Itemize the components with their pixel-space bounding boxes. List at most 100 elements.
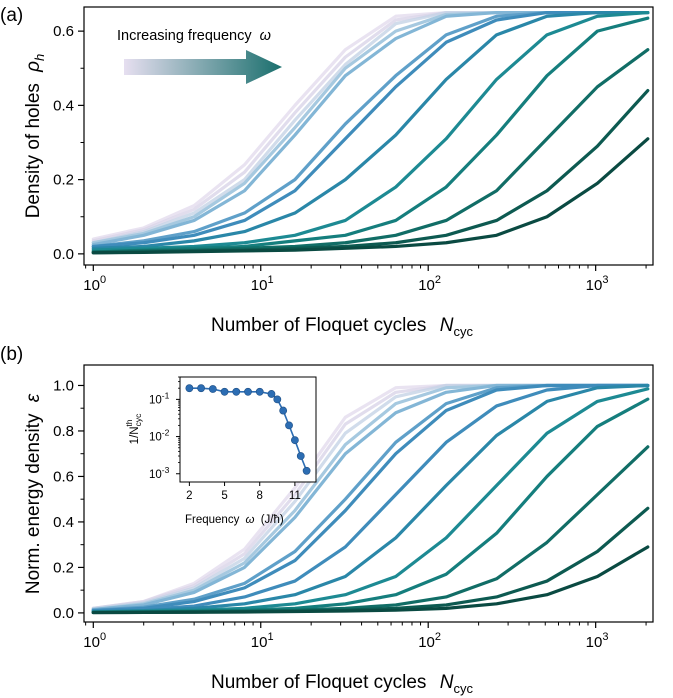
- panel-a-x-tick-label: 101: [251, 274, 274, 294]
- inset-data-point: [244, 387, 252, 396]
- panel-a-xlabel-text: Number of Floquet cycles: [211, 315, 426, 336]
- panel-b-x-tick-label: 100: [83, 631, 106, 651]
- panel-a-xlabel-symbol: N: [440, 315, 454, 336]
- inset-y-tick-label: 10-3: [149, 465, 170, 481]
- increasing-frequency-arrow-icon: [124, 50, 282, 84]
- panel-b-y-tick-label: 0.0: [53, 605, 74, 622]
- inset-data-point: [285, 421, 293, 430]
- inset-y-tick-label: 10-1: [149, 390, 170, 406]
- inset-ylabel-sub: cyc: [133, 413, 143, 427]
- panel-a-y-tick-label: 0.0: [53, 246, 74, 263]
- panel-b-series-line-11: [91, 397, 650, 614]
- panel-a-series-group: [91, 10, 650, 255]
- panel-b-series-line-5: [91, 383, 650, 612]
- panel-a-y-tick-label: 0.2: [53, 172, 74, 189]
- panel-a-y-tick-label: 0.6: [53, 23, 74, 40]
- panel-b-label: (b): [0, 344, 23, 365]
- panel-b-series-line-4: [91, 383, 650, 612]
- panel-a-ylabel-symbol: ρ: [23, 61, 44, 73]
- panel-b-xlabel-symbol: N: [440, 672, 454, 693]
- inset-xlabel-text: Frequency: [185, 514, 240, 526]
- panel-b-series-line-7: [91, 383, 650, 613]
- panel-b-ylabel-text: Norm. energy density: [23, 413, 44, 594]
- panel-a-series-line-13: [91, 137, 650, 255]
- panel-a-series-line-10: [91, 16, 650, 254]
- inset-data-point: [302, 466, 311, 475]
- panel-a-x-axis-label: Number of Floquet cycles Ncyc: [211, 315, 473, 339]
- panel-b-y-tick-label: 0.6: [53, 468, 74, 485]
- frequency-annotation: Increasing frequency ω: [117, 28, 271, 44]
- inset-x-axis-label: Frequency ω (J/ħ): [185, 514, 284, 526]
- inset-ylabel-sup: th: [124, 419, 134, 426]
- panel-b-x-axis-label: Number of Floquet cycles Ncyc: [211, 672, 473, 696]
- panel-b-x-tick-label: 102: [418, 631, 441, 651]
- panel-a-label: (a): [0, 5, 23, 26]
- inset-x-tick-label: 8: [257, 490, 263, 502]
- panel-a-series-line-7: [91, 10, 650, 249]
- panel-a-ylabel-sub: h: [32, 54, 47, 61]
- inset-x-tick-label: 11: [289, 490, 301, 502]
- inset-x-tick-label: 5: [221, 490, 227, 502]
- inset-xlabel-unit: (J/ħ): [261, 514, 284, 526]
- panel-b-frame: [83, 364, 654, 623]
- inset-ylabel-text: 1/N: [129, 426, 141, 444]
- panel-b-series-line-6: [91, 383, 650, 612]
- panel-a-x-tick-label: 100: [83, 274, 106, 294]
- frequency-annotation-symbol: ω: [260, 28, 271, 44]
- frequency-annotation-text: Increasing frequency: [117, 28, 252, 44]
- panel-b-chart: 100 101 102 103 0.0 0.2 0.4 0.6 0.8 1.0: [53, 364, 654, 651]
- panel-b-y-axis-label: Norm. energy density ε: [23, 393, 44, 594]
- panel-b-y-tick-label: 1.0: [53, 377, 74, 394]
- panel-b-y-tick-label: 0.8: [53, 423, 74, 440]
- panel-a-ylabel-text: Density of holes: [23, 83, 44, 218]
- inset-data-point: [267, 390, 276, 398]
- panel-b-x-tick-label: 103: [586, 631, 609, 651]
- panel-a-y-axis-label: Density of holes ρh: [23, 54, 47, 219]
- inset-data-point: [296, 452, 305, 460]
- inset-frame: [179, 376, 317, 483]
- panel-b-ylabel-symbol: ε: [23, 393, 44, 402]
- panel-b-series-line-14: [91, 545, 650, 615]
- panel-a-chart: 100 101 102 103 0.0 0.2 0.4 0.6: [53, 6, 654, 294]
- panel-b-xlabel-text: Number of Floquet cycles: [211, 672, 426, 693]
- panel-a-series-line-3: [91, 10, 650, 245]
- panel-b-series-line-1: [91, 383, 650, 610]
- panel-a-xlabel-sub: cyc: [453, 324, 473, 339]
- inset-axes: 2 5 8 11 10-1 10-2 10-3: [149, 376, 301, 502]
- panel-a-frame: [83, 6, 654, 266]
- inset-data-point: [255, 387, 264, 396]
- panel-b-series-line-3: [91, 383, 650, 610]
- inset-x-tick-label: 2: [186, 490, 192, 502]
- panel-a-series-line-6: [91, 10, 650, 249]
- inset-data-point: [273, 395, 282, 404]
- inset-data-point: [220, 387, 229, 396]
- inset-data-point: [208, 385, 217, 393]
- panel-a-series-line-8: [91, 10, 650, 250]
- panel-a-axes: 100 101 102 103 0.0 0.2 0.4 0.6: [53, 23, 647, 294]
- panel-a-series-line-5: [91, 10, 650, 247]
- panel-b-xlabel-sub: cyc: [453, 681, 473, 696]
- panel-a-series-line-4: [91, 10, 650, 245]
- inset-series-group: [185, 384, 311, 475]
- inset-xlabel-symbol: ω: [246, 514, 255, 526]
- panel-a-y-tick-label: 0.4: [53, 97, 74, 114]
- panel-b-y-tick-label: 0.2: [53, 559, 74, 576]
- panel-b-x-tick-label: 101: [251, 631, 274, 651]
- inset-data-point: [185, 384, 194, 393]
- inset-y-tick-label: 10-2: [149, 428, 170, 444]
- inset-chart: 2 5 8 11 10-1 10-2 10-3: [149, 376, 317, 502]
- panel-b-y-tick-label: 0.4: [53, 514, 74, 531]
- panel-b-series-line-2: [91, 383, 650, 610]
- panel-a-x-tick-label: 103: [586, 274, 609, 294]
- panel-b-series-group: [91, 383, 650, 615]
- inset-data-point: [279, 406, 288, 415]
- inset-y-axis-label: 1/Ncycth: [124, 413, 143, 444]
- inset-data-point: [197, 384, 206, 393]
- panel-a-x-tick-label: 102: [418, 274, 441, 294]
- panel-b-series-line-9: [91, 383, 650, 614]
- panel-b-series-line-8: [91, 383, 650, 613]
- panel-a-series-line-9: [91, 10, 650, 252]
- inset-data-point: [232, 387, 241, 396]
- inset-data-point: [290, 436, 299, 445]
